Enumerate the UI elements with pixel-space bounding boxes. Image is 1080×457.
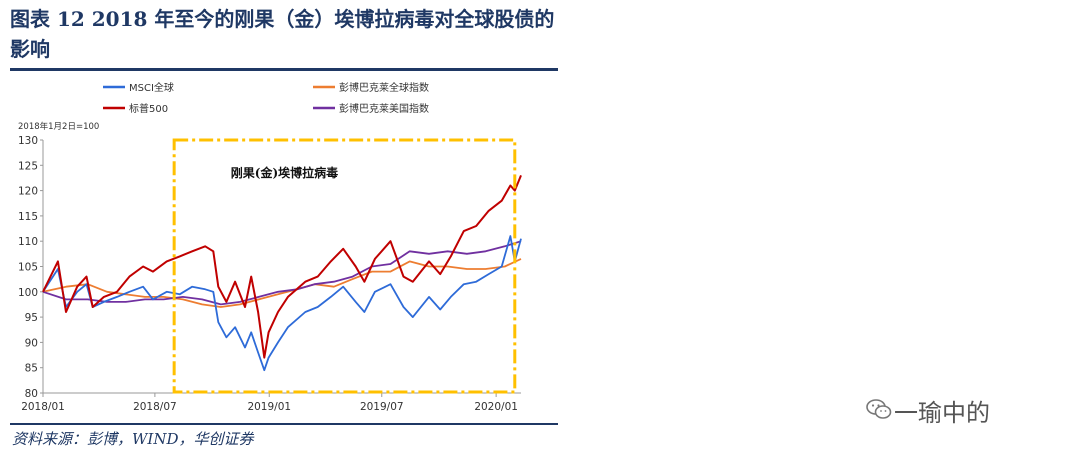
legend-label: 彭博巴克莱美国指数 [339,102,429,115]
y-tick-label: 100 [18,287,38,299]
y-tick-label: 110 [18,236,38,248]
y-tick-label: 120 [18,186,38,198]
y-tick-label: 80 [25,388,38,400]
wechat-icon [866,399,892,419]
watermark-text: 一瑜中的 [894,399,990,427]
legend-label: MSCI全球 [129,81,174,94]
y-tick-label: 130 [18,135,38,147]
legend-label: 彭博巴克莱全球指数 [339,81,429,94]
x-tick-label: 2019/01 [247,401,291,413]
x-axis: 2018/01 2018/07 2019/01 2019/07 2020/01 [21,393,518,413]
x-tick-label: 2018/01 [21,401,65,413]
series-line-2 [42,175,522,359]
y-axis: 130 125 120 115 110 105 100 95 90 85 80 [18,135,43,400]
legend-label: 标普500 [129,102,168,115]
series-line-3 [42,240,522,306]
annotation-rect [172,138,517,394]
series-line-0 [42,235,522,372]
title-divider [10,68,558,71]
y-tick-label: 85 [25,363,38,375]
footer-divider [10,423,558,425]
figure-title: 图表 12 2018 年至今的刚果（金）埃博拉病毒对全球股债的影响 [10,7,555,61]
y-tick-label: 95 [25,312,38,324]
y-axis-unit-label: 2018年1月2日=100 [18,121,99,132]
y-tick-label: 105 [18,262,38,274]
annotation-box: 刚果(金)埃博拉病毒 [172,138,517,394]
x-tick-label: 2020/01 [474,401,518,413]
series-lines [42,175,522,372]
annotation-label: 刚果(金)埃博拉病毒 [231,165,338,180]
x-tick-label: 2018/07 [133,401,177,413]
source-note: 资料来源：彭博，WIND，华创证券 [12,430,254,448]
y-tick-label: 125 [18,160,38,172]
x-tick-label: 2019/07 [360,401,404,413]
y-tick-label: 115 [18,211,38,223]
y-tick-label: 90 [25,337,38,349]
